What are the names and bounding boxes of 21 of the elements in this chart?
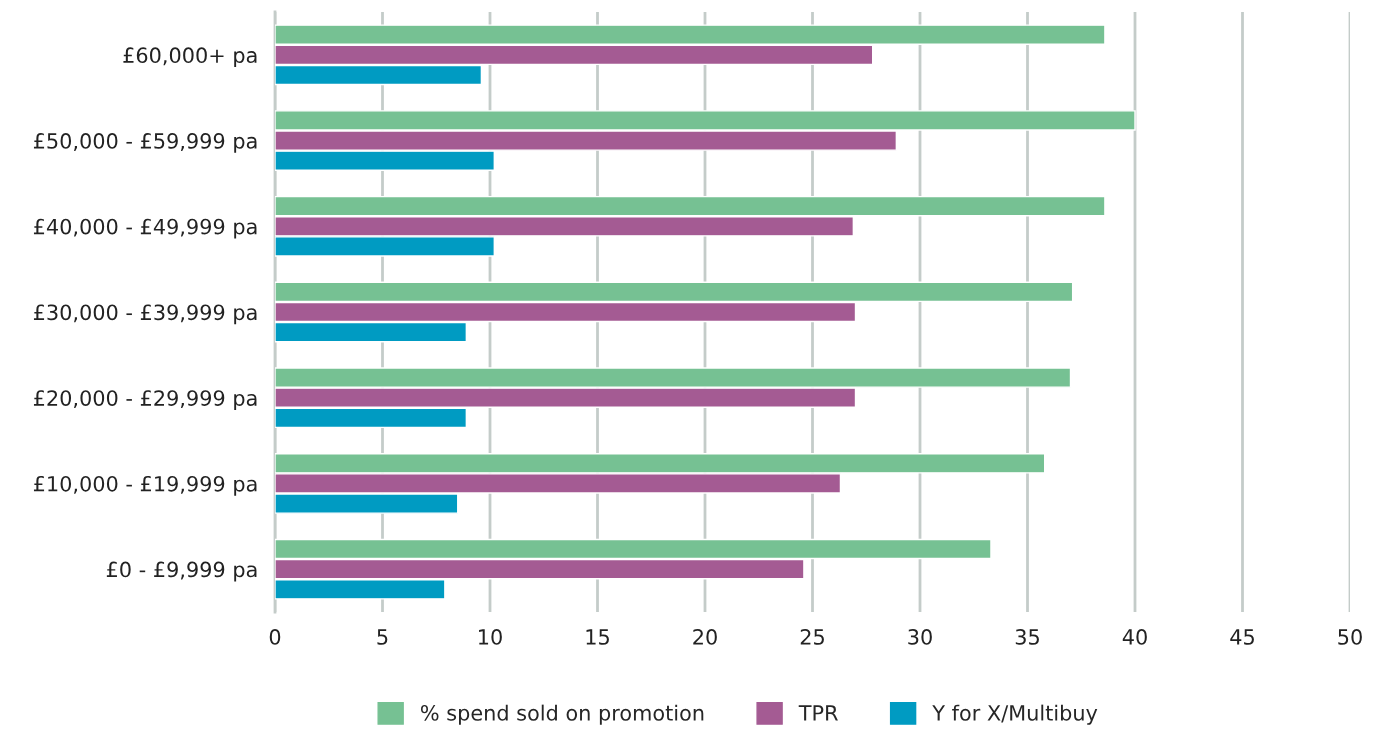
y-tick-label: £30,000 - £39,999 pa (33, 304, 257, 325)
y-tick-label: £0 - £9,999 pa (106, 561, 257, 582)
y-tick-label: £50,000 - £59,999 pa (33, 133, 257, 153)
legend-label: % spend sold on promotion (420, 704, 704, 725)
x-tick-label: 25 (800, 629, 824, 645)
x-tick-label: 35 (1015, 629, 1039, 645)
y-tick-label: £10,000 - £19,999 pa (33, 475, 257, 496)
legend-label: TPR (798, 705, 838, 721)
x-tick-label: 50 (1338, 629, 1362, 645)
x-tick-label: 20 (693, 629, 717, 645)
x-tick-label: 0 (269, 629, 281, 645)
legend-label: Y for X/Multibuy (932, 704, 1098, 725)
x-tick-label: 45 (1230, 629, 1254, 645)
x-tick-label: 5 (377, 629, 388, 645)
x-tick-label: 30 (908, 629, 932, 645)
x-tick-label: 10 (479, 629, 502, 645)
y-tick-label: £60,000+ pa (123, 47, 257, 68)
x-tick-label: 15 (586, 629, 609, 645)
y-tick-label: £40,000 - £49,999 pa (33, 218, 257, 239)
y-tick-label: £20,000 - £29,999 pa (33, 390, 257, 410)
x-tick-label: 40 (1122, 629, 1147, 645)
